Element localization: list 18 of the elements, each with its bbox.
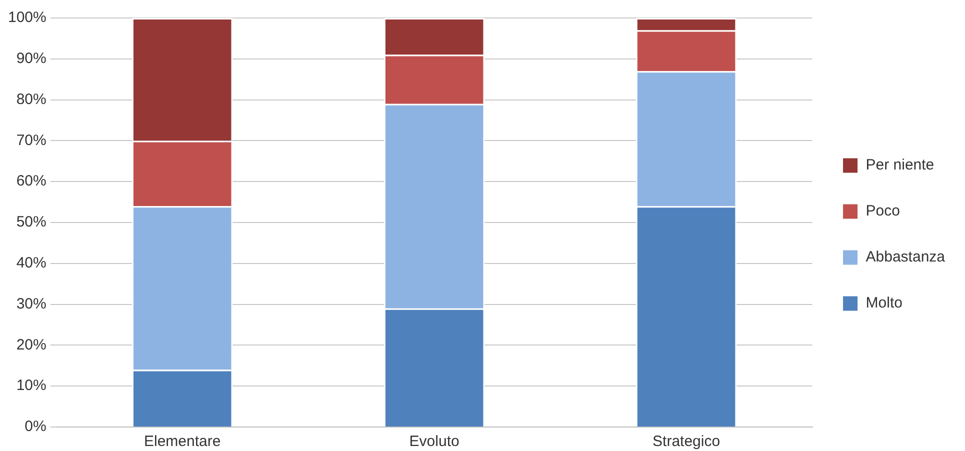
- y-tick-label: 90%: [16, 50, 46, 68]
- y-tick-label: 30%: [16, 295, 46, 312]
- y-tick-label: 40%: [16, 254, 46, 272]
- y-tick-label: 50%: [16, 214, 46, 231]
- legend-label: Abbastanza: [866, 248, 946, 266]
- x-tick-label: Strategico: [652, 433, 720, 450]
- y-tick-label: 70%: [16, 132, 46, 149]
- legend-label: Poco: [866, 202, 900, 220]
- x-tick-label: Evoluto: [409, 433, 460, 450]
- y-tick-label: 10%: [16, 377, 46, 394]
- legend-label: Per niente: [866, 156, 934, 174]
- y-tick-label: 60%: [16, 172, 46, 190]
- y-tick-label: 80%: [16, 90, 46, 108]
- y-tick-label: 0%: [24, 418, 46, 436]
- y-tick-label: 100%: [8, 9, 46, 26]
- legend-label: Molto: [866, 294, 902, 312]
- x-tick-label: Elementare: [144, 433, 221, 450]
- y-tick-label: 20%: [16, 336, 46, 354]
